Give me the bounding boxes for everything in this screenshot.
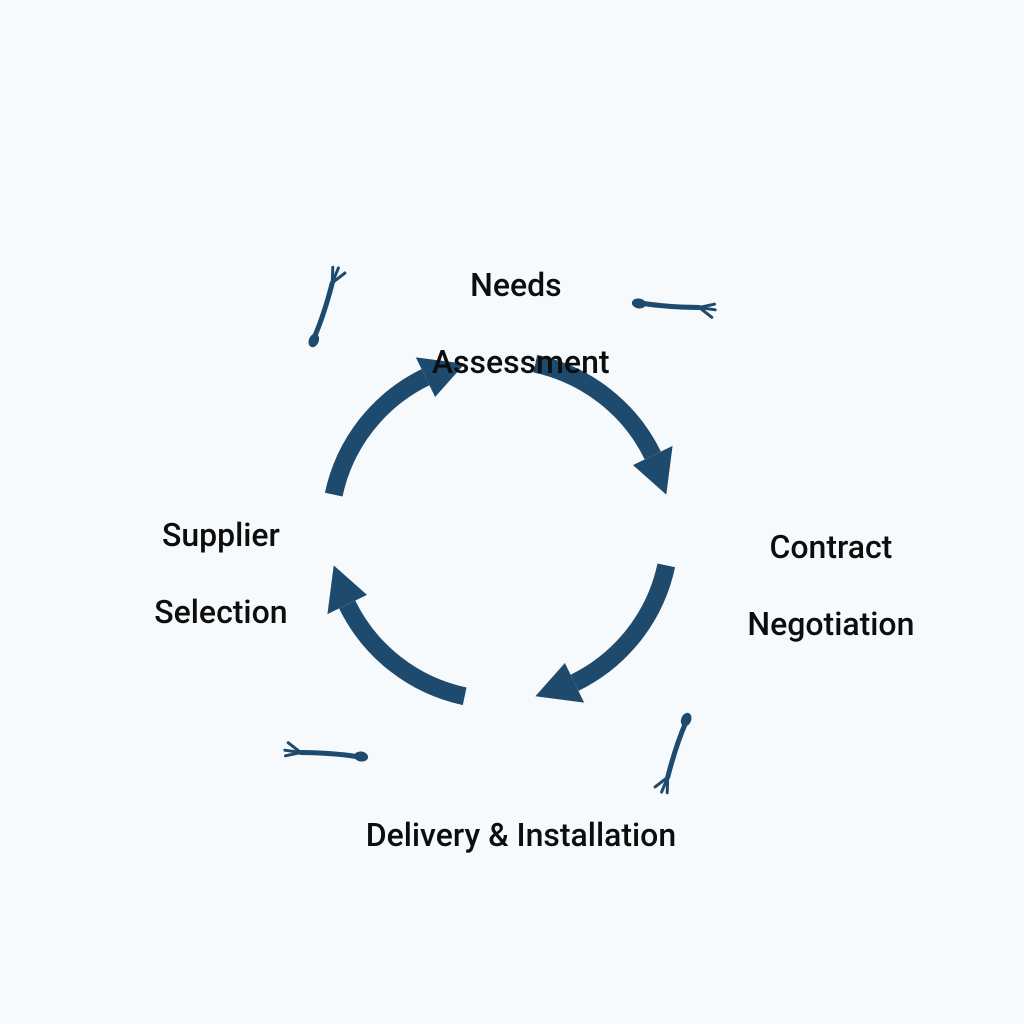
stage-label-contract-negotiation: Contract Negotiation	[710, 490, 920, 682]
stage-label-line2: Assessment	[432, 343, 610, 381]
stage-label-line1: Contract	[769, 528, 892, 566]
stage-label-supplier-selection: Supplier Selection	[105, 478, 305, 670]
stage-label-line1: Supplier	[162, 516, 280, 554]
stage-label-delivery-installation: Delivery & Installation	[330, 778, 680, 893]
stage-label-line2: Selection	[154, 593, 287, 631]
stage-label-line1: Needs	[470, 266, 561, 304]
stage-label-needs-assessment: Needs Assessment	[400, 228, 600, 420]
stage-label-line2: Negotiation	[747, 605, 914, 643]
stage-label-line1: Delivery & Installation	[366, 816, 676, 854]
cycle-diagram: Needs Assessment Contract Negotiation De…	[0, 0, 1024, 1024]
